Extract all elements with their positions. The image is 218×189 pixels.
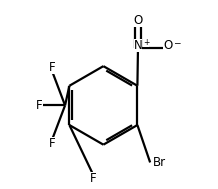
Text: O: O bbox=[133, 14, 143, 27]
Text: N: N bbox=[134, 39, 142, 52]
Text: F: F bbox=[49, 60, 56, 74]
Text: −: − bbox=[173, 38, 181, 47]
Text: Br: Br bbox=[153, 156, 166, 169]
Text: F: F bbox=[90, 172, 96, 185]
Text: F: F bbox=[49, 137, 56, 150]
Text: F: F bbox=[36, 99, 43, 112]
Text: +: + bbox=[143, 38, 149, 47]
Text: O: O bbox=[163, 39, 172, 52]
